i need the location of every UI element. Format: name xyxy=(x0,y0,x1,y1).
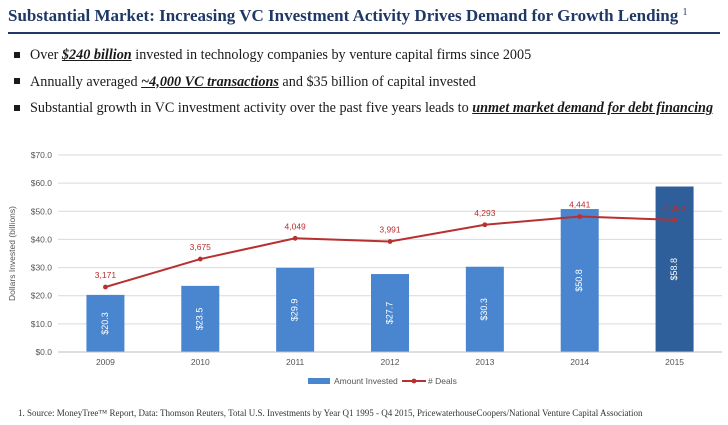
x-tick-label: 2011 xyxy=(286,357,305,367)
bullet-item: Annually averaged ~4,000 VC transactions… xyxy=(10,69,720,96)
deals-point xyxy=(103,284,108,290)
x-tick-label: 2010 xyxy=(191,357,210,367)
y-tick-label: $70.0 xyxy=(31,150,53,160)
y-tick-label: $20.0 xyxy=(31,291,53,301)
x-tick-label: 2013 xyxy=(475,357,494,367)
x-tick-label: 2014 xyxy=(570,357,589,367)
bar-amount-invested xyxy=(86,294,125,352)
bar-value-label: $27.7 xyxy=(384,302,394,325)
x-tick-label: 2012 xyxy=(381,357,400,367)
deals-point xyxy=(577,214,583,219)
bullet-list: Over $240 billion invested in technology… xyxy=(10,42,720,122)
slide-title: Substantial Market: Increasing VC Invest… xyxy=(8,6,688,25)
y-tick-label: $0.0 xyxy=(35,347,52,357)
vc-investment-chart: $0.0 $10.0 $20.0 $30.0 $40.0 $50.0 $60.0 $70.0 D… xyxy=(7,150,722,386)
y-tick-label: $10.0 xyxy=(31,319,53,329)
bar-amount-invested xyxy=(181,285,220,352)
bar-amount-invested xyxy=(465,266,504,352)
x-tick-label: 2015 xyxy=(665,357,684,367)
y-tick-label: $40.0 xyxy=(31,234,53,244)
deals-point xyxy=(482,222,488,228)
bullet-item: Over $240 billion invested in technology… xyxy=(10,42,720,69)
bar-value-label: $23.5 xyxy=(195,308,205,331)
deals-value-label: 4,049 xyxy=(285,221,307,231)
deals-point xyxy=(387,239,393,244)
bullet-emphasis: unmet market demand for debt financing xyxy=(472,100,714,116)
bar-value-label: $58.8 xyxy=(669,258,679,281)
bar-value-label: $20.3 xyxy=(100,312,110,335)
footnote-ref: 1 xyxy=(682,7,688,18)
bullet-emphasis: $240 billion xyxy=(61,47,132,63)
deals-value-label: 4,293 xyxy=(474,208,496,218)
bar-value-label: $30.3 xyxy=(479,298,489,321)
title-rule xyxy=(8,32,720,34)
bullet-square-icon xyxy=(14,51,20,58)
bullet-emphasis: ~4,000 VC transactions xyxy=(141,73,279,90)
x-tick-label: 2009 xyxy=(96,357,115,367)
deals-value-label: 3,991 xyxy=(379,225,401,235)
bar-value-label: $50.8 xyxy=(574,269,584,292)
y-tick-label: $30.0 xyxy=(31,263,53,273)
deals-value-label: 3,675 xyxy=(190,242,212,252)
bar-amount-invested xyxy=(371,274,409,352)
bar-amount-invested xyxy=(560,209,599,352)
bar-amount-invested xyxy=(276,267,315,352)
legend-swatch-point xyxy=(411,378,417,384)
bullet-square-icon xyxy=(14,78,20,85)
legend-swatch-bar xyxy=(308,378,330,384)
y-tick-label: $60.0 xyxy=(31,178,53,188)
bar-amount-invested xyxy=(655,186,694,352)
bullet-item: Substantial growth in VC investment acti… xyxy=(10,95,720,122)
deals-point xyxy=(197,256,203,262)
y-axis-label: Dollars Invested (billions) xyxy=(7,206,17,301)
deals-point xyxy=(672,217,677,223)
legend-label-amount: Amount Invested xyxy=(334,376,398,386)
bullet-square-icon xyxy=(14,104,20,111)
deals-value-label: 4,441 xyxy=(569,200,591,210)
deals-value-label: 3,171 xyxy=(95,270,117,280)
deals-value-label: 4,380 xyxy=(664,203,686,213)
y-tick-label: $50.0 xyxy=(31,206,53,216)
deals-point xyxy=(292,235,298,241)
legend-label-deals: # Deals xyxy=(428,376,457,386)
bar-value-label: $29.9 xyxy=(290,299,300,322)
source-footnote: 1. Source: MoneyTree™ Report, Data: Thom… xyxy=(18,408,643,418)
